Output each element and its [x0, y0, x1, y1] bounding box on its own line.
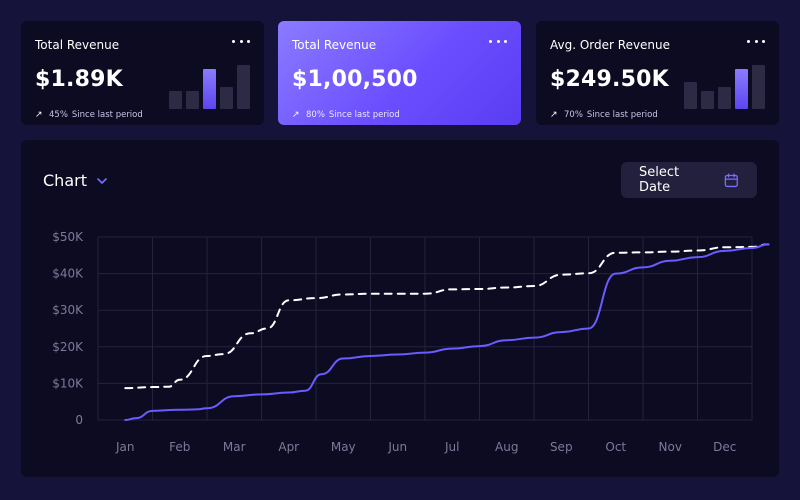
card-title: Avg. Order Revenue: [550, 38, 671, 52]
series-line-dashed: [124, 243, 770, 390]
trend-percent: 80%: [306, 110, 325, 120]
x-tick-label: Apr: [278, 440, 299, 454]
x-tick-label: Aug: [495, 440, 518, 454]
x-tick-label: Sep: [550, 440, 573, 454]
mini-bar: [701, 90, 714, 109]
card-title: Total Revenue: [35, 38, 120, 52]
x-tick-label: Mar: [223, 440, 246, 454]
mini-bar: [718, 87, 731, 109]
arrow-up-right-icon: ↗: [550, 110, 558, 120]
y-tick-label: $50K: [52, 230, 84, 244]
y-tick-label: 0: [75, 413, 83, 427]
card-trend: ↗ 45% Since last period: [35, 110, 143, 120]
x-tick-label: Jan: [115, 440, 135, 454]
y-tick-label: $10K: [52, 376, 84, 390]
select-date-label: Select Date: [639, 165, 680, 195]
card-title: Total Revenue: [292, 38, 377, 52]
x-tick-label: Oct: [605, 440, 626, 454]
arrow-up-right-icon: ↗: [35, 110, 43, 120]
card-value: $249.50K: [550, 67, 669, 92]
trend-percent: 70%: [564, 110, 583, 120]
mini-bar: [735, 69, 748, 109]
card-trend: ↗ 70% Since last period: [550, 110, 658, 120]
mini-bar: [169, 90, 182, 109]
y-tick-label: $40K: [52, 267, 84, 281]
mini-bar: [203, 69, 216, 109]
x-tick-label: May: [331, 440, 356, 454]
x-tick-label: Feb: [169, 440, 190, 454]
x-tick-label: Dec: [713, 440, 736, 454]
mini-bar-chart: [169, 65, 250, 109]
arrow-up-right-icon: ↗: [292, 110, 300, 120]
mini-bar: [752, 65, 765, 109]
y-tick-label: $20K: [52, 340, 84, 354]
line-chart: 0 $10K $20K $30K $40K $50K Jan Feb Mar Apr May Jun J…: [52, 230, 770, 454]
select-date-button[interactable]: Select Date: [621, 162, 757, 198]
chevron-down-icon: [97, 177, 107, 184]
mini-bar: [220, 87, 233, 109]
y-tick-label: $30K: [52, 303, 84, 317]
card-value: $1,00,500: [292, 67, 418, 92]
mini-bar: [186, 90, 199, 109]
mini-bar-chart: [684, 65, 765, 109]
x-tick-label: Jun: [387, 440, 407, 454]
x-tick-label: Nov: [659, 440, 682, 454]
mini-bar: [237, 65, 250, 109]
trend-label: Since last period: [586, 110, 658, 120]
trend-percent: 45%: [49, 110, 68, 120]
stat-card-total-revenue-highlighted: Total Revenue $1,00,500 ↗ 80% Since last…: [278, 21, 521, 125]
stat-card-total-revenue: Total Revenue $1.89K ↗ 45% Since last pe…: [21, 21, 264, 125]
stat-card-avg-order-revenue: Avg. Order Revenue $249.50K ↗ 70% Since …: [536, 21, 779, 125]
more-horizontal-icon[interactable]: [747, 35, 765, 47]
card-value: $1.89K: [35, 67, 123, 92]
mini-bar: [684, 81, 697, 109]
more-horizontal-icon[interactable]: [489, 35, 507, 47]
x-tick-label: Jul: [444, 440, 459, 454]
trend-label: Since last period: [328, 110, 400, 120]
chart-title: Chart: [43, 171, 87, 190]
trend-label: Since last period: [71, 110, 143, 120]
series-line-solid: [124, 243, 770, 421]
chart-panel: 0 $10K $20K $30K $40K $50K Jan Feb Mar Apr May Jun J…: [21, 140, 779, 477]
card-trend: ↗ 80% Since last period: [292, 110, 400, 120]
more-horizontal-icon[interactable]: [232, 35, 250, 47]
calendar-icon: [725, 172, 739, 187]
chart-selector[interactable]: Chart: [43, 171, 107, 190]
